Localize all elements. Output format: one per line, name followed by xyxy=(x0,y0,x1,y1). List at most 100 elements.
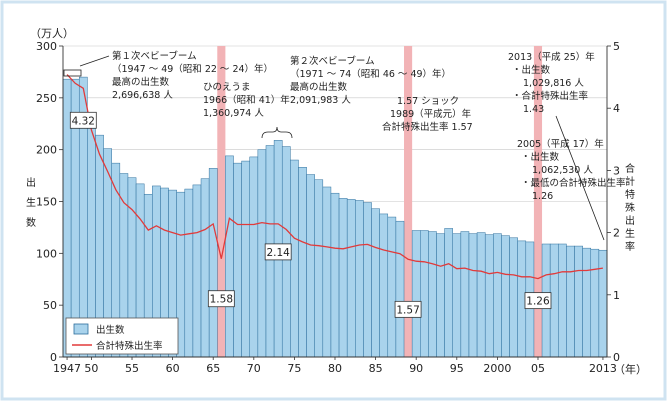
bar xyxy=(436,233,445,358)
x-tick-label: 80 xyxy=(328,362,342,375)
x-tick-label: 1947 xyxy=(53,362,81,375)
bar xyxy=(444,228,453,358)
data-label-text: 1.26 xyxy=(526,296,550,308)
annotation-line: 1,360,974 人 xyxy=(203,108,264,119)
bar xyxy=(249,156,259,358)
x-tick-label: 90 xyxy=(409,362,423,375)
annotation-line: ひのえうま xyxy=(203,82,251,93)
axis-title-char: 率 xyxy=(625,240,635,253)
y-axis-title: 出生数 xyxy=(26,176,36,229)
bar xyxy=(322,186,332,358)
axis-title-char: 数 xyxy=(26,216,36,229)
bar xyxy=(484,234,494,358)
bar xyxy=(420,230,429,358)
bar xyxy=(428,231,437,358)
x-tick-label: 95 xyxy=(450,362,464,375)
annotation-brace xyxy=(261,126,293,139)
annotation-2013: 2013（平成 25）年 ・出生数 1,029,816 人 ・合計特殊出生率 1… xyxy=(508,51,605,241)
annotation-leader xyxy=(79,55,110,67)
bar xyxy=(330,192,340,358)
bar xyxy=(184,188,194,358)
bar xyxy=(558,243,567,358)
annotation-line: 合計特殊出生率 1.57 xyxy=(382,121,473,133)
annotation-bracket xyxy=(63,69,82,77)
annotation-line: （1947 ～ 49（昭和 22 ～ 24）年） xyxy=(112,63,273,75)
axis-title-char: 生 xyxy=(625,227,635,240)
bar xyxy=(493,233,502,358)
bar xyxy=(395,220,405,358)
highlight-band xyxy=(404,46,413,357)
y2-axis-title: 合計特殊出生率 xyxy=(625,162,635,253)
data-label-box xyxy=(394,300,422,318)
annotation-line: 1,062,530 人 xyxy=(532,165,593,176)
data-label-text: 1.57 xyxy=(396,304,419,316)
data-label-box xyxy=(524,292,552,310)
bar xyxy=(346,199,356,358)
annotation-line: 最高の出生数 xyxy=(112,76,170,88)
y-unit-label: （万人） xyxy=(30,27,74,40)
y-tick-label: 150 xyxy=(36,196,57,209)
bar xyxy=(225,155,234,358)
axis-title-char: 出 xyxy=(625,214,635,227)
data-label-box xyxy=(207,290,235,308)
bar xyxy=(590,248,600,358)
series-line-fertility xyxy=(66,74,603,280)
data-label: 1.26 xyxy=(524,292,552,310)
bar xyxy=(338,198,348,358)
annotation-line: 2013（平成 25）年 xyxy=(508,51,595,63)
x-tick-label: 55 xyxy=(125,362,139,375)
bar xyxy=(582,247,592,358)
bar xyxy=(598,249,608,358)
data-label-text: 1.58 xyxy=(210,294,233,306)
annotation-leader xyxy=(555,115,605,241)
annotation-line: （1971 ～ 74（昭和 46 ～ 49）年） xyxy=(290,68,451,80)
bar xyxy=(501,235,510,358)
data-label-text: 2.14 xyxy=(266,247,290,259)
legend: 出生数 合計特殊出生率 xyxy=(65,317,179,355)
y2-tick-label: 2 xyxy=(613,227,620,240)
annotation-line: 最高の出生数 xyxy=(290,81,348,93)
annotation-line: 2005（平成 17）年 xyxy=(517,138,604,150)
bar xyxy=(233,162,242,358)
y2-tick-label: 3 xyxy=(613,164,620,177)
data-label-box xyxy=(264,243,292,261)
bar xyxy=(468,233,478,358)
y-tick-label: 50 xyxy=(43,299,57,312)
y-tick-label: 0 xyxy=(50,351,57,364)
bar xyxy=(314,179,324,358)
data-label-text: 4.32 xyxy=(72,115,95,127)
bar xyxy=(387,216,397,358)
bar xyxy=(241,160,250,358)
y-tick-label: 300 xyxy=(36,40,57,53)
bar xyxy=(574,245,583,358)
bar xyxy=(476,232,486,358)
y-tick-label: 200 xyxy=(36,144,57,157)
annotation-line: ・出生数 xyxy=(521,151,560,163)
legend-bar-swatch xyxy=(73,323,89,335)
bar xyxy=(452,233,462,358)
highlight-band xyxy=(217,46,226,357)
x-tick-label: 50 xyxy=(84,362,98,375)
annotation-line: 2,091,983 人 xyxy=(290,95,351,106)
axis-title-char: 出 xyxy=(26,176,36,189)
bar xyxy=(306,174,315,358)
annotation-line: 1.26 xyxy=(532,191,553,202)
axis-title-char: 生 xyxy=(26,196,36,209)
bar xyxy=(509,237,518,358)
annotation-baby-boom-2: 第２次ベビーブーム （1971 ～ 74（昭和 46 ～ 49）年） 最高の出生… xyxy=(261,55,451,139)
data-label: 2.14 xyxy=(264,243,292,261)
bar xyxy=(192,184,202,358)
y2-tick-label: 4 xyxy=(613,102,620,115)
annotation-line: 1,029,816 人 xyxy=(523,78,584,89)
annotation-line: 1.43 xyxy=(523,104,544,115)
annotation-line: 第２次ベビーブーム xyxy=(290,55,375,67)
annotation-hinoeuma: ひのえうま 1966（昭和 41）年 1,360,974 人 xyxy=(203,82,290,119)
data-label: 1.58 xyxy=(207,290,235,308)
annotation-line: ・最低の合計特殊出生率 xyxy=(521,177,626,189)
y2-tick-label: 1 xyxy=(613,289,620,302)
annotation-2005: 2005（平成 17）年 ・出生数 1,062,530 人 ・最低の合計特殊出生… xyxy=(517,138,626,202)
x-tick-label: 2013 xyxy=(589,362,617,375)
data-label: 1.57 xyxy=(394,300,422,318)
axis-title-char: 殊 xyxy=(625,201,635,214)
